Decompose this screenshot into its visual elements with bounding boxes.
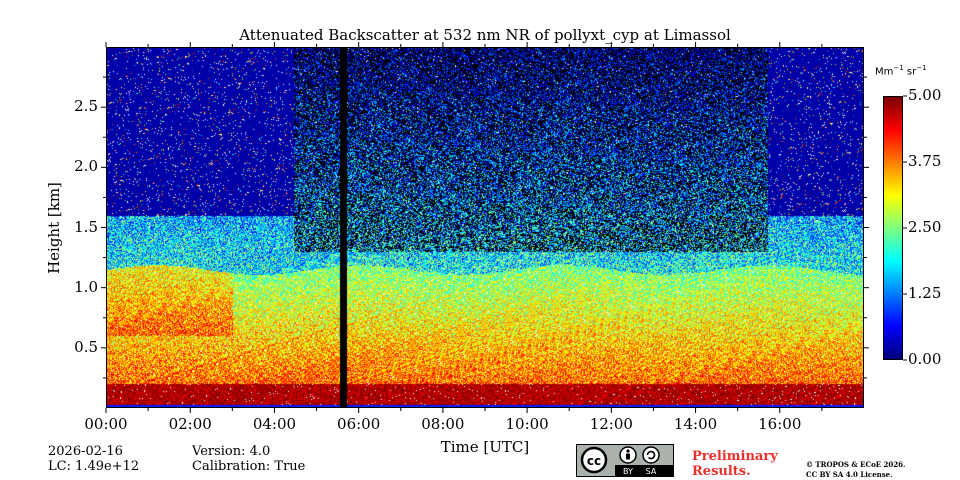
meta-lc: LC: 1.49e+12: [48, 459, 140, 474]
x-tick-label: 10:00: [505, 415, 549, 433]
y-tick-label: 2.0: [74, 157, 98, 176]
colorbar-unit-exp2: −1: [916, 64, 927, 72]
cc-license-badge: cc BY SA: [576, 444, 674, 477]
backscatter-heatmap: [106, 47, 864, 408]
sa-label: SA: [646, 467, 657, 476]
y-tick-label: 2.5: [74, 97, 98, 116]
preliminary-line1: Preliminary: [692, 449, 778, 464]
colorbar-tick-label: 3.75: [908, 152, 942, 170]
colorbar-unit-exp1: −1: [893, 64, 904, 72]
y-tick-label: 1.5: [74, 217, 98, 236]
x-tick-label: 00:00: [84, 415, 128, 433]
colorbar-tick-label: 5.00: [908, 86, 942, 104]
cc-icon: [580, 446, 608, 474]
copyright-line2: CC BY SA 4.0 License.: [806, 470, 893, 479]
x-tick-label: 14:00: [673, 415, 718, 433]
colorbar-unit-mid: sr: [906, 66, 917, 78]
meta-calibration: Calibration: True: [192, 459, 306, 474]
y-axis-label: Height [km]: [45, 182, 63, 274]
copyright-line1: © TROPOS & ECoE 2026.: [806, 460, 906, 469]
chart-title: Attenuated Backscatter at 532 nm NR of p…: [239, 26, 731, 44]
meta-right: Version: 4.0 Calibration: True: [192, 444, 305, 474]
colorbar: [883, 96, 903, 360]
cc-icon-text: cc: [587, 454, 601, 468]
preliminary-line2: Results.: [692, 464, 751, 479]
by-label: BY: [623, 467, 633, 476]
colorbar-unit-base: Mm: [875, 66, 894, 78]
x-tick-label: 02:00: [168, 415, 212, 433]
colorbar-tick-label: 2.50: [908, 218, 942, 236]
meta-version: Version: 4.0: [192, 444, 271, 459]
preliminary-results-note: Preliminary Results.: [692, 449, 778, 479]
x-tick-label: 12:00: [589, 415, 633, 433]
colorbar-tick-label: 1.25: [908, 284, 942, 302]
y-tick-label: 0.5: [74, 337, 98, 356]
meta-date: 2026-02-16: [48, 444, 123, 459]
meta-left: 2026-02-16 LC: 1.49e+12: [48, 444, 139, 474]
x-axis-label: Time [UTC]: [440, 438, 530, 456]
heatmap-canvas: [106, 47, 864, 408]
x-tick-label: 06:00: [337, 415, 381, 433]
x-tick-label: 16:00: [758, 415, 802, 433]
x-tick-label: 04:00: [252, 415, 297, 433]
sa-icon: [642, 446, 660, 464]
y-tick-label: 1.0: [74, 277, 98, 296]
colorbar-tick-label: 0.00: [908, 350, 942, 368]
copyright-note: © TROPOS & ECoE 2026. CC BY SA 4.0 Licen…: [806, 460, 905, 480]
x-tick-label: 08:00: [421, 415, 465, 433]
colorbar-unit: Mm−1 sr−1: [875, 64, 927, 77]
